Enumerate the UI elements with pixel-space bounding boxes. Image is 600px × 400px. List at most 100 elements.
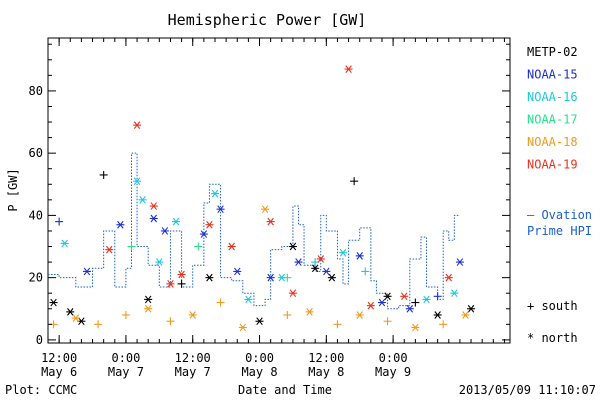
legend-entry-noaa-17: NOAA-17 [527, 113, 578, 127]
x-tick-label-time: 12:00 [308, 351, 344, 365]
north-marker-noaa-19 [149, 202, 158, 210]
x-tick-label-date: May 7 [108, 365, 144, 379]
x-tick-label-time: 0:00 [379, 351, 408, 365]
north-marker-noaa-15 [160, 227, 169, 235]
north-marker-metp-02 [205, 273, 214, 282]
south-marker-noaa-18 [383, 317, 392, 326]
north-marker-metp-02 [144, 295, 153, 304]
x-axis-label: Date and Time [238, 383, 332, 397]
north-marker-noaa-18 [355, 311, 364, 319]
north-marker-noaa-15 [405, 304, 414, 313]
north-marker-noaa-15 [233, 267, 242, 276]
north-marker-noaa-16 [138, 195, 147, 204]
x-tick-label-date: May 9 [375, 365, 411, 379]
north-marker-noaa-19 [105, 245, 114, 254]
north-marker-noaa-15 [149, 214, 158, 223]
south-marker-noaa-15 [433, 292, 442, 301]
plot-timestamp: 2013/05/09 11:10:07 [459, 383, 596, 397]
south-marker-noaa-18 [333, 320, 342, 329]
north-marker-noaa-18 [144, 304, 153, 313]
north-marker-noaa-15 [322, 267, 331, 276]
north-marker-noaa-16 [210, 189, 219, 198]
south-marker-noaa-17 [127, 242, 136, 251]
y-tick-label: 60 [29, 146, 43, 160]
south-marker-noaa-17 [283, 273, 292, 282]
north-marker-noaa-15 [266, 273, 275, 282]
north-marker-metp-02 [327, 273, 336, 282]
legend-entry-noaa-15: NOAA-15 [527, 68, 578, 82]
legend-entry-noaa-18: NOAA-18 [527, 135, 578, 149]
north-marker-metp-02 [288, 242, 297, 251]
south-marker-noaa-18 [94, 320, 103, 329]
north-marker-noaa-15 [455, 258, 464, 266]
north-marker-noaa-19 [177, 270, 186, 279]
legend-entry-noaa-19: NOAA-19 [527, 158, 578, 172]
north-marker-noaa-18 [305, 308, 314, 316]
south-marker-metp-02 [350, 177, 359, 186]
south-marker-metp-02 [99, 170, 108, 179]
plot-credit: Plot: CCMC [5, 383, 77, 397]
marker-legend: + south * north [527, 299, 578, 345]
north-marker-noaa-18 [261, 205, 270, 214]
y-axis-label: P [GW] [6, 168, 20, 211]
north-marker-noaa-15 [355, 252, 364, 260]
legend-entry-metp-02: METP-02 [527, 45, 578, 59]
south-marker-noaa-15 [55, 217, 64, 226]
north-marker-noaa-16 [133, 177, 142, 186]
data-points [49, 65, 476, 332]
south-marker-noaa-18 [216, 298, 225, 307]
x-tick-label-date: May 8 [241, 365, 277, 379]
x-tick-label-time: 12:00 [175, 351, 211, 365]
south-marker-noaa-17 [194, 242, 203, 251]
north-marker-noaa-19 [444, 273, 453, 282]
south-marker-metp-02 [177, 279, 186, 288]
north-marker-metp-02 [311, 264, 320, 273]
north-marker-metp-02 [433, 311, 442, 319]
ovation-label-line2: Prime HPI [527, 224, 592, 238]
y-tick-label: 20 [29, 271, 43, 285]
marker-legend-north: * north [527, 331, 578, 345]
north-marker-noaa-16 [172, 217, 181, 226]
north-marker-noaa-15 [82, 267, 91, 276]
north-marker-noaa-16 [244, 295, 253, 304]
south-marker-noaa-18 [166, 317, 175, 326]
north-marker-noaa-16 [155, 258, 164, 266]
ovation-label-line1: – Ovation [527, 208, 592, 222]
north-marker-noaa-15 [216, 205, 225, 214]
south-marker-noaa-18 [439, 320, 448, 329]
north-marker-noaa-19 [344, 65, 353, 73]
north-marker-noaa-15 [199, 230, 208, 238]
north-marker-noaa-19 [166, 280, 175, 288]
south-marker-noaa-18 [121, 310, 130, 319]
north-marker-noaa-19 [366, 301, 375, 310]
south-marker-metp-02 [411, 298, 420, 307]
north-marker-noaa-16 [422, 295, 431, 304]
x-tick-label-date: May 6 [41, 365, 77, 379]
north-marker-noaa-18 [71, 314, 80, 322]
north-marker-noaa-16 [450, 289, 459, 298]
north-marker-noaa-16 [339, 248, 348, 257]
north-marker-noaa-19 [400, 292, 409, 301]
north-marker-noaa-19 [227, 242, 236, 251]
north-marker-metp-02 [49, 298, 58, 307]
north-marker-noaa-15 [294, 258, 303, 266]
x-tick-label-time: 0:00 [111, 351, 140, 365]
north-marker-metp-02 [383, 292, 392, 301]
marker-legend-south: + south [527, 299, 578, 313]
north-marker-metp-02 [467, 304, 476, 313]
y-tick-label: 0 [36, 333, 43, 347]
north-marker-noaa-19 [133, 121, 142, 129]
north-marker-noaa-18 [188, 311, 197, 319]
legend-entry-noaa-16: NOAA-16 [527, 90, 578, 104]
north-marker-noaa-18 [238, 323, 247, 332]
north-marker-noaa-19 [266, 217, 275, 226]
north-marker-noaa-18 [411, 323, 420, 332]
north-marker-noaa-16 [60, 239, 69, 248]
north-marker-noaa-19 [288, 289, 297, 298]
north-marker-noaa-18 [461, 311, 470, 319]
chart-title: Hemispheric Power [GW] [168, 11, 367, 29]
x-tick-label-date: May 7 [175, 365, 211, 379]
